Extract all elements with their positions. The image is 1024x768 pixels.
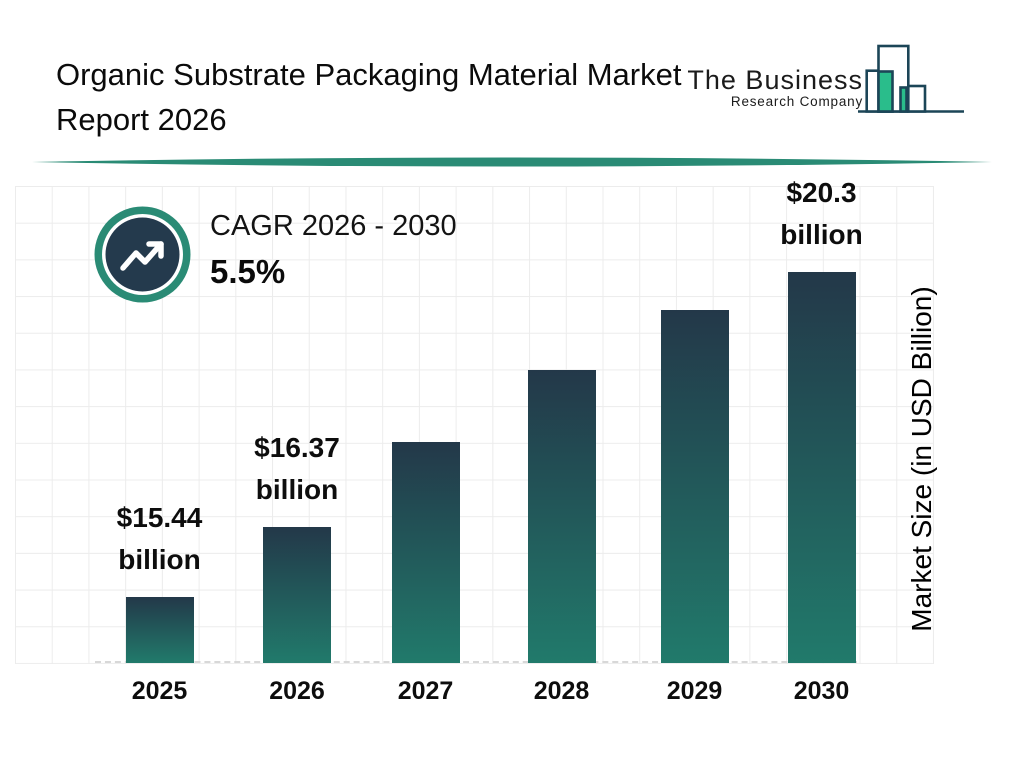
bar-2030: [787, 272, 856, 663]
x-axis-tick-2028: 2028: [533, 677, 590, 705]
x-axis-tick-2026: 2026: [269, 677, 325, 705]
logo-bars-icon: [858, 44, 964, 113]
logo-name: The Business: [687, 65, 863, 95]
bar-value-label-2025: $15.44 billion: [116, 502, 203, 575]
company-logo: The Business Research Company: [660, 66, 863, 109]
bar-2026: [263, 527, 331, 663]
bar-2029: [660, 310, 729, 663]
bar-value-label-2030: $20.3 billion: [780, 177, 863, 250]
cagr-period-label: CAGR 2026 - 2030: [210, 210, 457, 242]
bar-2027: [391, 442, 460, 663]
page-title: Organic Substrate Packaging Material Mar…: [56, 57, 682, 137]
logo-subname: Research Company: [730, 94, 863, 109]
x-axis-tick-2030: 2030: [793, 677, 850, 705]
y-axis-label: Market Size (in USD Billion): [906, 286, 937, 632]
bar-2028: [527, 370, 596, 663]
x-axis-tick-2027: 2027: [397, 677, 454, 705]
header-divider: [32, 157, 992, 167]
cagr-value: 5.5%: [210, 253, 286, 290]
trend-up-icon: [120, 241, 164, 271]
bar-2025: [125, 597, 194, 663]
x-axis-baseline: [95, 661, 857, 663]
x-axis-tick-2029: 2029: [666, 677, 723, 705]
growth-badge: [94, 206, 191, 303]
bar-value-label-2026: $16.37 billion: [254, 432, 340, 505]
x-axis-tick-2025: 2025: [131, 677, 188, 705]
